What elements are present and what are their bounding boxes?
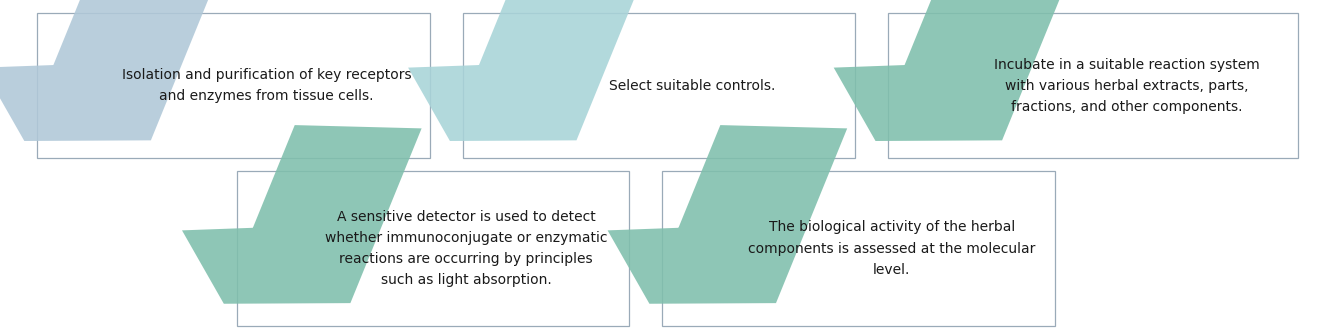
Text: Select suitable controls.: Select suitable controls. — [609, 79, 775, 93]
Polygon shape — [408, 0, 648, 141]
Text: Incubate in a suitable reaction system
with various herbal extracts, parts,
frac: Incubate in a suitable reaction system w… — [994, 57, 1260, 114]
Polygon shape — [0, 0, 222, 141]
FancyBboxPatch shape — [662, 171, 1055, 326]
FancyBboxPatch shape — [37, 13, 430, 158]
FancyBboxPatch shape — [463, 13, 855, 158]
FancyBboxPatch shape — [888, 13, 1298, 158]
Polygon shape — [182, 125, 422, 304]
Text: A sensitive detector is used to detect
whether immunoconjugate or enzymatic
reac: A sensitive detector is used to detect w… — [325, 210, 608, 287]
Polygon shape — [608, 125, 847, 304]
Polygon shape — [834, 0, 1073, 141]
Text: Isolation and purification of key receptors
and enzymes from tissue cells.: Isolation and purification of key recept… — [122, 68, 411, 103]
FancyBboxPatch shape — [237, 171, 629, 326]
Text: The biological activity of the herbal
components is assessed at the molecular
le: The biological activity of the herbal co… — [747, 220, 1036, 277]
